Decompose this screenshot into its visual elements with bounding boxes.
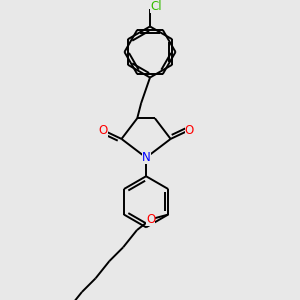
Text: O: O [185, 124, 194, 136]
Text: O: O [146, 213, 155, 226]
Text: N: N [142, 151, 150, 164]
Text: O: O [98, 124, 107, 136]
Text: Cl: Cl [150, 0, 162, 13]
